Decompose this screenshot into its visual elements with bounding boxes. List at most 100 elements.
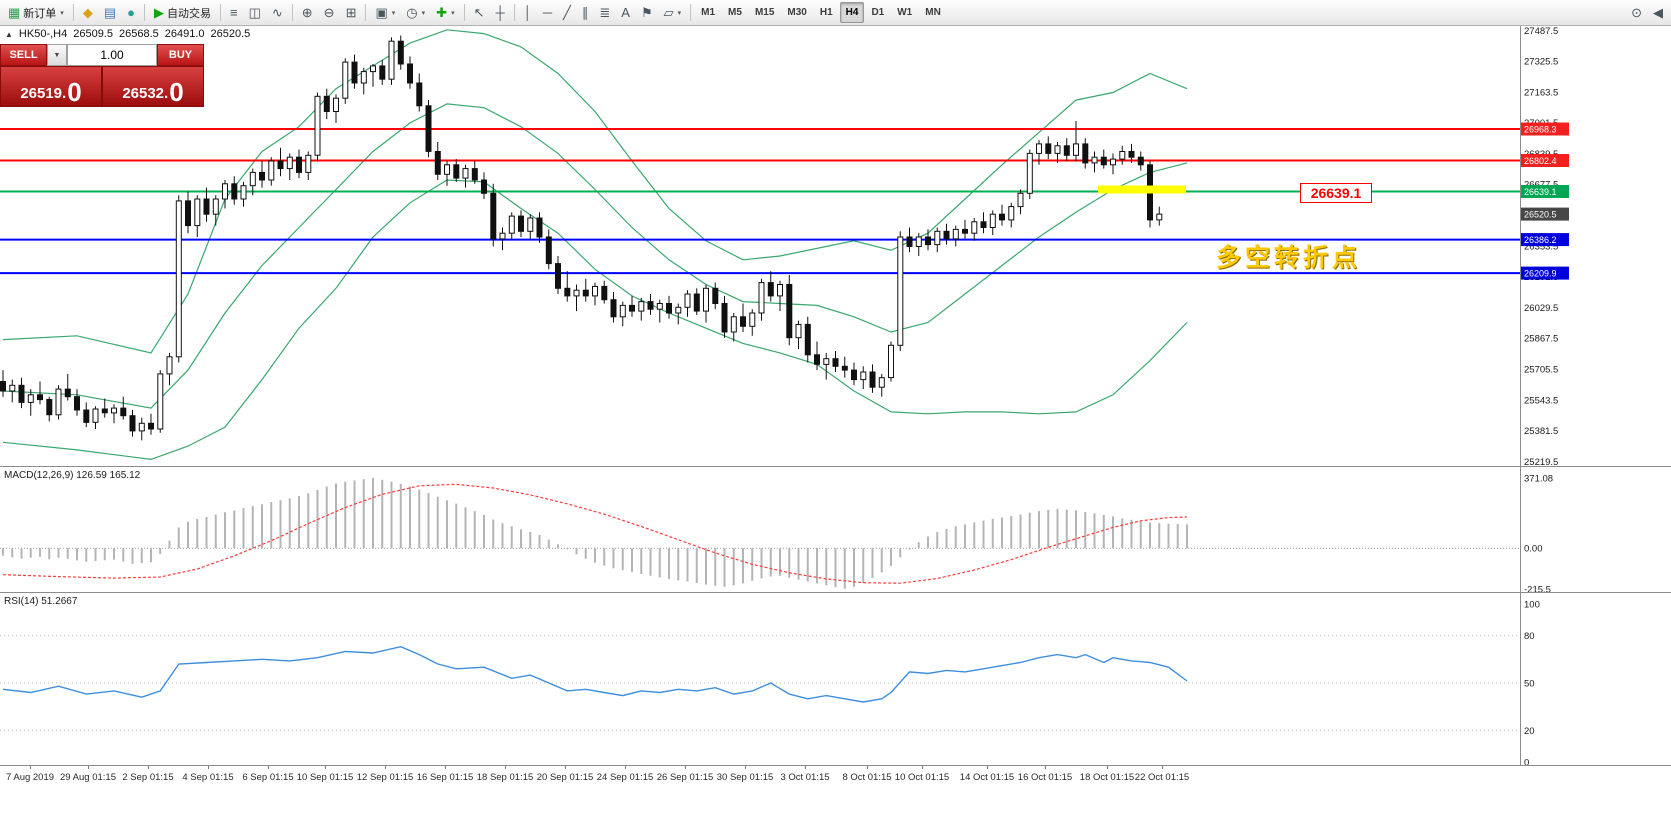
bar-chart-icon: ≡ <box>229 5 238 20</box>
vertical-line-icon: │ <box>523 5 532 20</box>
zoom-in-icon: ⊕ <box>301 5 313 20</box>
high-value: 26568.5 <box>118 28 159 40</box>
zoom-out-icon[interactable]: ⊖ <box>319 2 340 23</box>
tf-m5[interactable]: M5 <box>722 2 748 23</box>
period-selector-icon: ◷ <box>406 5 418 20</box>
time-axis-label: 2 Sep 01:15 <box>122 772 174 783</box>
arrow-objects-icon[interactable]: ⚑ <box>636 2 658 23</box>
time-axis-tick <box>867 766 868 769</box>
toolbar-separator <box>291 4 293 21</box>
horizontal-line-icon[interactable]: ─ <box>538 2 557 23</box>
time-axis-label: 18 Oct 01:15 <box>1079 772 1135 783</box>
time-axis-label: 22 Oct 01:15 <box>1134 772 1190 783</box>
rsi-canvas[interactable]: 100 80 50 20 0 <box>0 593 1671 766</box>
svg-text:26386.2: 26386.2 <box>1524 235 1557 245</box>
svg-text:26029.5: 26029.5 <box>1524 303 1558 314</box>
crosshair-icon[interactable]: ┼ <box>490 2 509 23</box>
previous-chart-icon[interactable]: ◀ <box>1648 2 1668 23</box>
macd-canvas[interactable]: 371.08 0.00 -215.5 <box>0 467 1671 593</box>
time-axis-tick <box>1045 766 1046 769</box>
time-axis-label: 12 Sep 01:15 <box>356 772 414 783</box>
market-watch-icon: ◆ <box>82 5 93 20</box>
zoom-in-icon[interactable]: ⊕ <box>297 2 318 23</box>
candlestick-chart-icon: ◫ <box>248 5 261 20</box>
rsi-panel: 100 80 50 20 0 RSI(14) 51.2667 <box>0 593 1671 766</box>
rsi-line <box>2 645 1188 703</box>
candlestick-chart-icon[interactable]: ◫ <box>244 2 266 23</box>
line-chart-icon[interactable]: ∿ <box>267 2 288 23</box>
buy-price-display[interactable]: 26532. 0 <box>102 66 204 107</box>
tf-mn[interactable]: MN <box>919 2 947 23</box>
time-axis-tick <box>805 766 806 769</box>
tf-m1[interactable]: M1 <box>695 2 721 23</box>
time-axis-label: 3 Oct 01:15 <box>780 772 830 783</box>
tf-h1[interactable]: H1 <box>814 2 839 23</box>
horizontal-level-lines[interactable] <box>0 128 1520 275</box>
time-axis-label: 30 Sep 01:15 <box>716 772 774 783</box>
chart-ohlc-info: ▲ HK50-,H4 26509.5 26568.5 26491.0 26520… <box>5 28 250 40</box>
svg-text:27487.5: 27487.5 <box>1524 26 1558 37</box>
search-icon: ⊙ <box>1631 5 1642 20</box>
market-watch-icon[interactable]: ◆ <box>78 2 98 23</box>
fibonacci-icon[interactable]: ≣ <box>594 2 615 23</box>
time-axis-label: 10 Oct 01:15 <box>894 772 950 783</box>
volume-input[interactable]: 1.00 <box>67 44 157 66</box>
sell-price-display[interactable]: 26519. 0 <box>0 66 102 107</box>
autotrading-button[interactable]: ▶ 自动交易 <box>149 2 216 23</box>
tf-w1[interactable]: W1 <box>891 2 918 23</box>
new-order-button[interactable]: ▦ 新订单 ▾ <box>3 2 69 23</box>
arrange-windows-icon[interactable]: ▣ ▾ <box>370 2 400 23</box>
time-axis-tick <box>325 766 326 769</box>
equidistant-channel-icon[interactable]: ∥ <box>577 2 594 23</box>
autotrading-icon: ▶ <box>153 5 164 20</box>
data-window-icon[interactable]: ▤ <box>99 2 121 23</box>
time-axis-label: 24 Sep 01:15 <box>596 772 654 783</box>
chevron-down-icon: ▾ <box>451 9 455 17</box>
tf-m5-label: M5 <box>728 7 742 18</box>
tf-m1-label: M1 <box>701 7 716 18</box>
time-axis[interactable]: 7 Aug 2019 29 Aug 01:15 2 Sep 01:15 4 Sep 0… <box>0 766 1671 790</box>
time-axis-tick <box>922 766 923 769</box>
trade-panel-collapse-icon[interactable]: ▲ <box>5 29 13 39</box>
tf-w1-label: W1 <box>897 7 913 18</box>
trendline-icon[interactable]: ╱ <box>558 2 576 23</box>
search-icon[interactable]: ⊙ <box>1626 2 1647 23</box>
bar-chart-icon[interactable]: ≡ <box>225 2 243 23</box>
time-axis-tick <box>625 766 626 769</box>
time-axis-label: 18 Sep 01:15 <box>476 772 534 783</box>
period-selector-icon[interactable]: ◷ ▾ <box>401 2 430 23</box>
tf-h4[interactable]: H4 <box>839 2 865 23</box>
time-axis-tick <box>1107 766 1108 769</box>
main-chart-canvas[interactable]: 27487.527325.527163.527001.526839.526677… <box>0 26 1671 467</box>
cursor-icon[interactable]: ↖ <box>469 2 490 23</box>
macd-signal-line <box>2 483 1188 584</box>
turning-point-annotation[interactable]: 多空转折点 <box>1216 244 1362 272</box>
shapes-icon[interactable]: ▱ ▾ <box>659 2 687 23</box>
tf-m15-label: M15 <box>754 7 775 18</box>
arrange-windows-icon: ▣ <box>375 5 388 20</box>
tf-d1[interactable]: D1 <box>865 2 890 23</box>
navigator-icon[interactable]: ● <box>122 2 140 23</box>
tf-m30[interactable]: M30 <box>781 2 812 23</box>
svg-text:80: 80 <box>1524 631 1535 642</box>
tf-mn-label: MN <box>925 7 941 18</box>
buy-button[interactable]: BUY <box>157 44 204 66</box>
sell-price-main: 26519. <box>20 85 67 102</box>
volume-stepper[interactable]: ▼ <box>47 44 67 66</box>
time-axis-tick <box>505 766 506 769</box>
toolbar: ▦ 新订单 ▾ ◆ ▤ ● ▶ 自动交易 ≡ ◫ ∿ ⊕ ⊖ ⊞ ▣ ▾ ◷ ▾ ✚ ▾ ↖ ┼ │ ─ ╱ ∥ ≣ A ⚑ ▱ ▾ M1 M5… <box>0 0 1671 26</box>
text-label-icon[interactable]: A <box>616 2 635 23</box>
sell-button[interactable]: SELL <box>0 44 47 66</box>
tile-windows-icon[interactable]: ⊞ <box>341 2 362 23</box>
toolbar-separator <box>690 4 692 21</box>
toolbar-separator <box>143 4 145 21</box>
tf-m15[interactable]: M15 <box>749 2 780 23</box>
vertical-line-icon[interactable]: │ <box>519 2 537 23</box>
toolbar-separator <box>219 4 221 21</box>
price-level-label[interactable]: 26639.1 <box>1300 183 1372 203</box>
trendline-icon: ╱ <box>563 5 571 20</box>
toolbar-separator <box>463 4 465 21</box>
indicators-icon: ✚ <box>436 5 448 20</box>
time-axis-label: 7 Aug 2019 <box>5 772 55 783</box>
indicators-icon[interactable]: ✚ ▾ <box>431 2 459 23</box>
